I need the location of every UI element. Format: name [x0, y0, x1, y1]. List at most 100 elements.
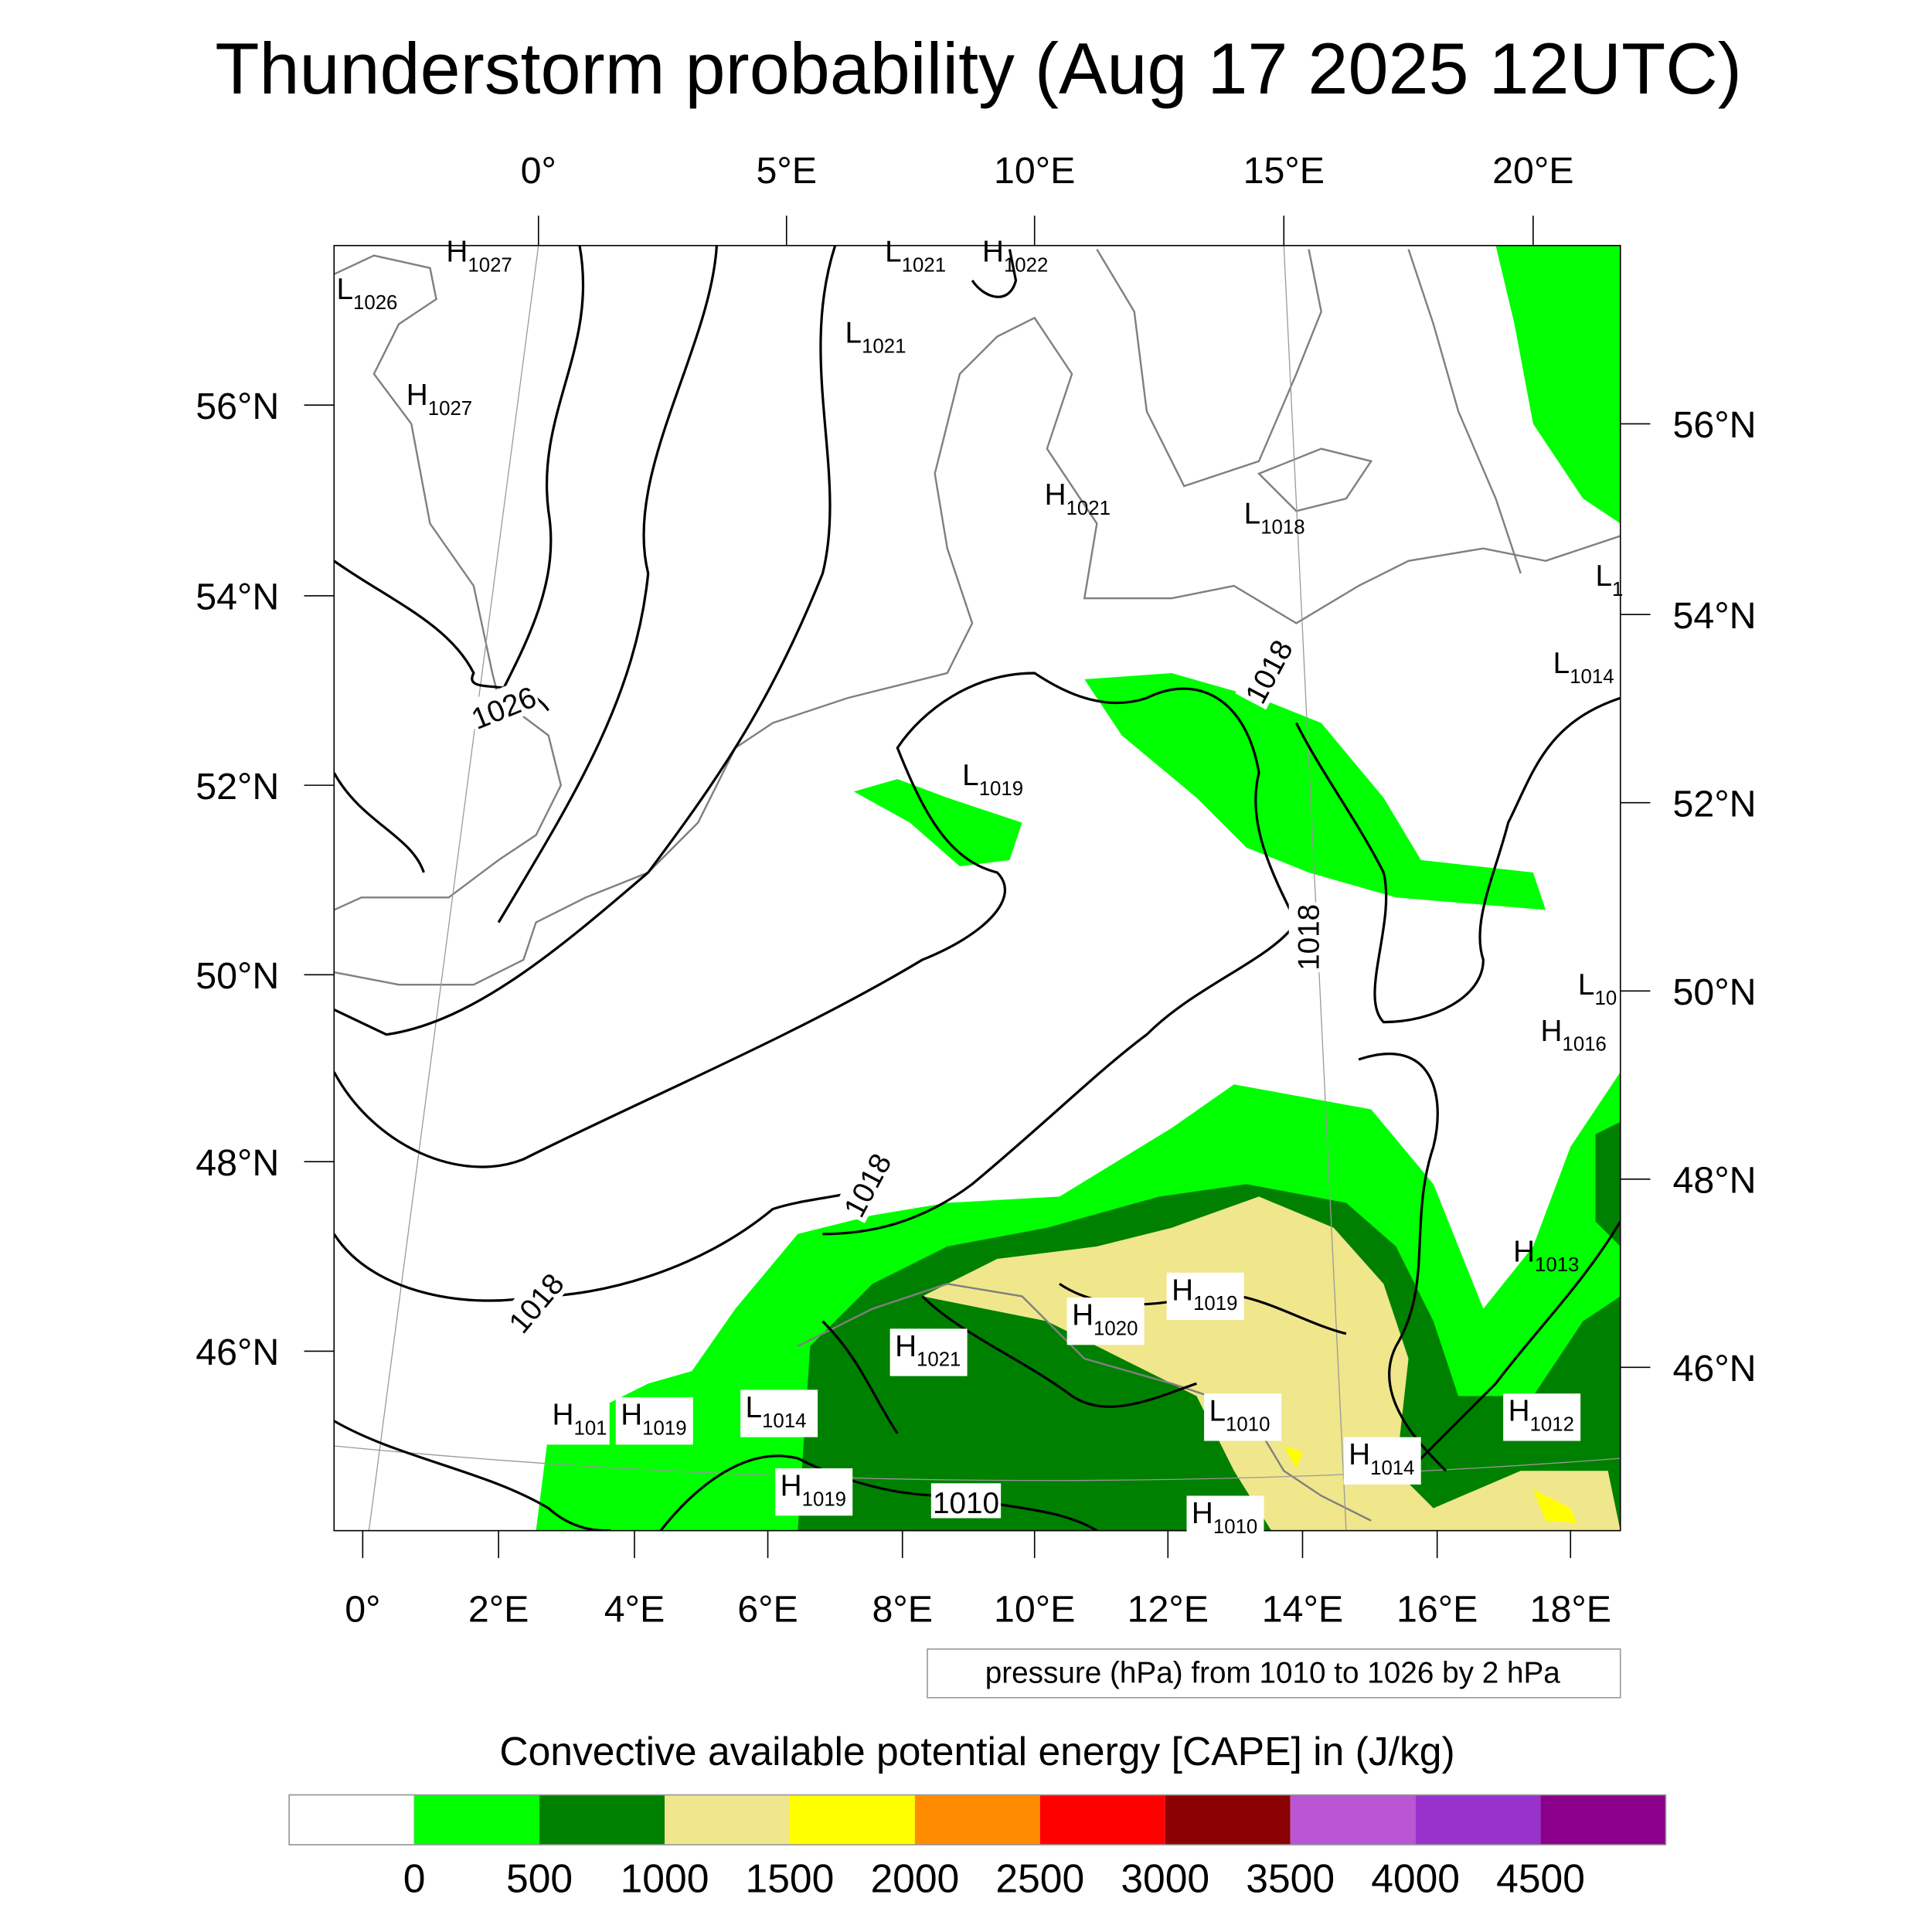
bottom-lon-label: 14°E [1262, 1588, 1343, 1630]
isobar-label-text: 1018 [1292, 904, 1325, 971]
pressure-center-high: H1022 [982, 236, 1048, 277]
pressure-center-high: H1021 [889, 1328, 968, 1376]
colorbar-swatch [789, 1794, 915, 1845]
pressure-center-label: L10 [1578, 968, 1617, 1009]
left-lat-label: 56°N [196, 386, 279, 427]
cape-1500-2000-spots [1284, 1445, 1577, 1523]
pressure-center-low: L1014 [740, 1389, 818, 1437]
pressure-center-high: H1010 [1186, 1495, 1264, 1543]
top-lon-label: 15°E [1243, 150, 1325, 192]
pressure-center-label: H1022 [982, 236, 1048, 277]
bottom-lon-label: 2°E [468, 1588, 529, 1630]
pressure-center-high: H1012 [1503, 1393, 1581, 1441]
top-lon-label: 0° [521, 150, 556, 192]
bottom-lon-label: 12°E [1128, 1588, 1209, 1630]
left-lat-label: 50°N [196, 955, 279, 997]
pressure-center-high: H1013 [1513, 1235, 1579, 1276]
colorbar-label: 2000 [870, 1855, 959, 1900]
colorbar-swatch [1165, 1794, 1291, 1845]
top-lon-label: 5°E [756, 150, 817, 192]
pressure-center-label: H1010 [1192, 1497, 1257, 1538]
pressure-center-label: L1026 [336, 273, 397, 314]
coastlines [334, 248, 1621, 1522]
left-lat-label: 46°N [196, 1332, 279, 1373]
pressure-center-low: L1021 [885, 236, 946, 277]
pressure-center-label: L1021 [845, 317, 906, 358]
pressure-center-low: L1018 [1244, 497, 1305, 538]
right-lat-label: 52°N [1673, 783, 1757, 825]
colorbar-label: 1500 [746, 1855, 835, 1900]
pressure-center-low: L1019 [962, 759, 1023, 800]
graticule [334, 245, 1621, 1531]
pressure-center-high: H1021 [1045, 478, 1111, 519]
contour-legend: pressure (hPa) from 1010 to 1026 by 2 hP… [927, 1648, 1621, 1699]
bottom-lon-label: 6°E [737, 1588, 798, 1630]
pressure-center-label: H1019 [621, 1399, 686, 1440]
right-lat-label: 50°N [1673, 971, 1757, 1013]
isobars [334, 245, 1621, 1531]
pressure-center-label: L1 [1596, 560, 1624, 600]
bottom-lon-label: 10°E [994, 1588, 1075, 1630]
pressure-center-label: H1027 [406, 379, 472, 420]
pressure-center-label: H101 [553, 1399, 607, 1440]
colorbar-label: 3000 [1121, 1855, 1209, 1900]
bottom-lon-label: 16°E [1396, 1588, 1478, 1630]
pressure-center-label: L1021 [885, 236, 946, 277]
pressure-center-high: H1019 [1166, 1272, 1244, 1321]
pressure-center-high: H1019 [775, 1468, 853, 1516]
colorbar-swatch [914, 1794, 1040, 1845]
colorbar-label: 1000 [621, 1855, 709, 1900]
pressure-center-labels: H1027 L1026 H1027 L1021 H1022 L1021 H1021 L1018… [336, 236, 1623, 1543]
colorbar-swatch [1415, 1794, 1541, 1845]
left-lat-label: 54°N [196, 577, 279, 618]
colorbar-label: 3500 [1246, 1855, 1335, 1900]
pressure-center-label: H1021 [895, 1330, 961, 1371]
right-lat-label: 46°N [1673, 1348, 1757, 1389]
pressure-center-high: H1016 [1541, 1015, 1607, 1056]
pressure-center-label: L1019 [962, 759, 1023, 800]
pressure-center-high: H1019 [615, 1397, 693, 1445]
colorbar: 0 500 1000 1500 2000 2500 3000 3500 4000 4500 [288, 1794, 1667, 1900]
contour-legend-text: pressure (hPa) from 1010 to 1026 by 2 hP… [985, 1656, 1561, 1689]
pressure-center-label: H1014 [1349, 1438, 1414, 1479]
map-title: Thunderstorm probability (Aug 17 2025 12… [215, 28, 1742, 109]
cape-1000-1500-alps [922, 1196, 1621, 1531]
cape-0-500-east-strip [1495, 245, 1621, 524]
cape-0-500-netherlands [853, 779, 1022, 866]
right-lat-label: 56°N [1673, 404, 1757, 446]
colorbar-label: 0 [403, 1855, 426, 1900]
pressure-center-high: H1027 [406, 379, 472, 420]
bottom-lon-label: 0° [345, 1588, 380, 1630]
pressure-center-label: H1021 [1045, 478, 1111, 519]
pressure-center-high: H1014 [1343, 1437, 1421, 1485]
pressure-center-low: L1014 [1553, 647, 1614, 688]
right-lat-label: 48°N [1673, 1160, 1757, 1202]
colorbar-swatch [665, 1794, 790, 1845]
colorbar-title: Convective available potential energy [C… [499, 1729, 1454, 1774]
colorbar-swatch [539, 1794, 665, 1845]
top-lon-label: 10°E [994, 150, 1075, 192]
isobar-label: 1018 [1288, 902, 1325, 973]
pressure-center-label: H1016 [1541, 1015, 1607, 1056]
pressure-center-low: L1026 [336, 273, 397, 314]
pressure-center-label: H1019 [781, 1469, 846, 1510]
colorbar-label: 500 [506, 1855, 573, 1900]
pressure-center-label: H1013 [1513, 1235, 1579, 1276]
cape-500-1000-east [1595, 1121, 1621, 1247]
bottom-lon-label: 18°E [1530, 1588, 1611, 1630]
colorbar-swatch [1039, 1794, 1165, 1845]
pressure-center-label: L1014 [1553, 647, 1614, 688]
bottom-lon-label: 4°E [604, 1588, 665, 1630]
cape-0-500-poland [1084, 672, 1546, 910]
pressure-center-low: L10 [1578, 968, 1617, 1009]
isobar-label-text: 1010 [933, 1487, 999, 1520]
pressure-center-label: H1020 [1072, 1299, 1138, 1340]
pressure-center-low: L1 [1596, 560, 1624, 600]
pressure-center-label: H1027 [446, 236, 512, 277]
right-latitude-axis: 56°N 54°N 52°N 50°N 48°N 46°N [1620, 404, 1757, 1389]
colorbar-swatch [1540, 1794, 1666, 1845]
colorbar-swatch [288, 1794, 415, 1845]
left-lat-label: 52°N [196, 766, 279, 808]
top-longitude-axis: 0° 5°E 10°E 15°E 20°E [521, 150, 1574, 246]
